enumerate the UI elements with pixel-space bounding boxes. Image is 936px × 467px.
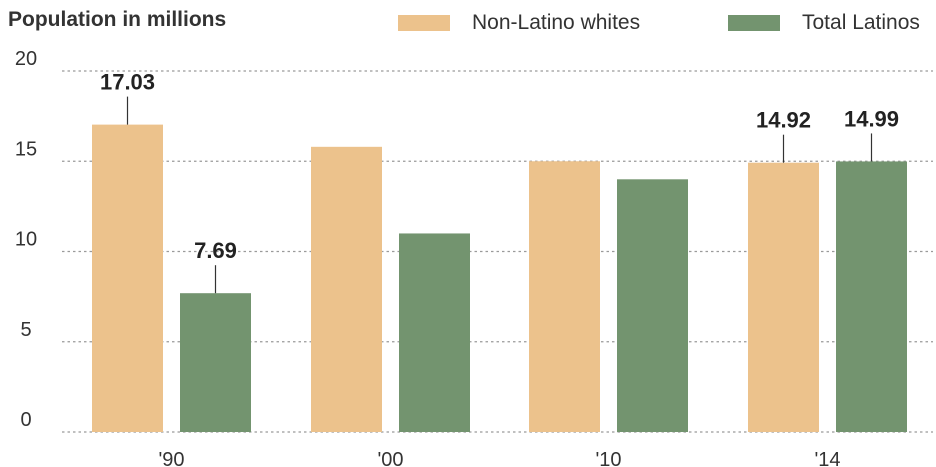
bar-total-latinos-0 (180, 293, 251, 432)
x-tick-label: '10 (595, 449, 621, 467)
y-tick-label: 0 (20, 409, 31, 431)
legend-label-total-latinos: Total Latinos (802, 11, 920, 34)
y-tick-label: 15 (15, 138, 37, 160)
legend-label-non-latino-whites: Non-Latino whites (472, 11, 641, 34)
x-tick-label: '14 (814, 449, 840, 467)
legend-item-total-latinos: Total Latinos (728, 10, 920, 36)
bar-non-latino-whites-1 (311, 146, 382, 432)
legend-item-non-latino-whites: Non-Latino whites (398, 10, 640, 36)
x-tick-label: '00 (377, 449, 403, 467)
chart-title: Population in millions (8, 8, 227, 31)
legend-swatch-non-latino-whites (398, 15, 450, 31)
x-tick-label: '90 (158, 449, 184, 467)
bar-total-latinos-3 (836, 161, 907, 433)
y-tick-label: 20 (15, 48, 37, 70)
bar-total-latinos-2 (617, 179, 688, 432)
y-tick-label: 5 (20, 319, 31, 341)
legend-swatch-total-latinos (728, 15, 780, 31)
bar-non-latino-whites-2 (529, 161, 600, 432)
bar-non-latino-whites-0 (92, 124, 163, 433)
bar-non-latino-whites-3 (748, 162, 819, 432)
y-tick-label: 10 (15, 229, 37, 251)
data-label: 7.69 (194, 238, 237, 263)
data-label: 14.92 (756, 108, 811, 133)
bar-total-latinos-1 (399, 233, 470, 432)
data-label: 14.99 (844, 106, 899, 131)
data-label: 17.03 (100, 70, 155, 95)
